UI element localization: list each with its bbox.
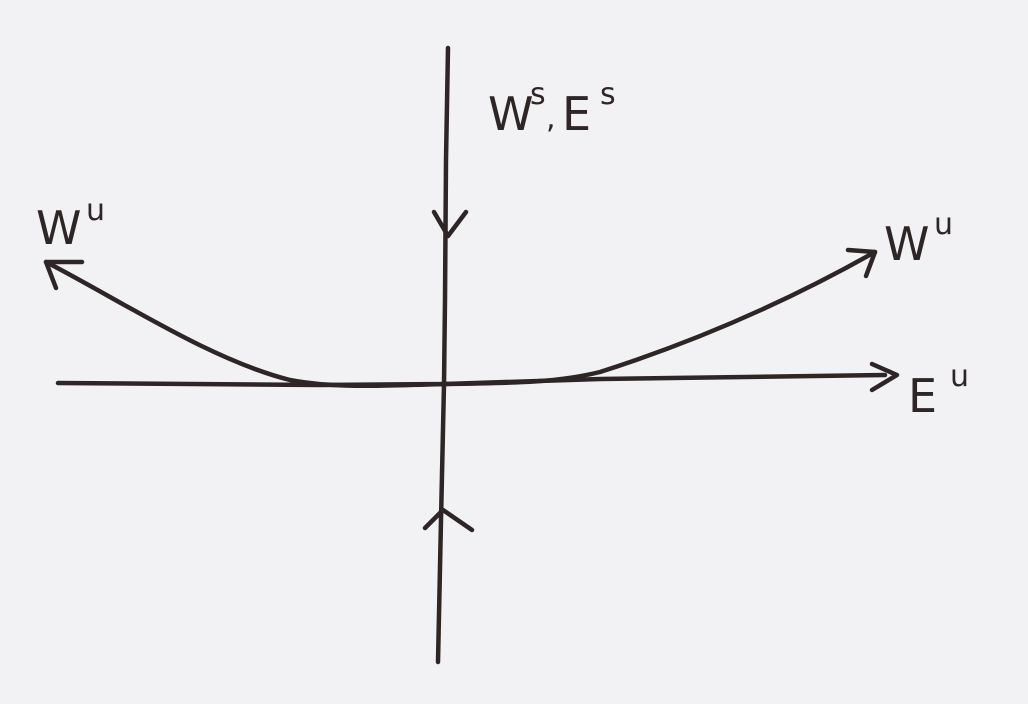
unstable-manifold-left-label-sup: u: [86, 193, 105, 228]
unstable-eigenspace-label-sup: u: [950, 359, 969, 394]
stable-eigenspace-label-base: E: [562, 87, 591, 141]
stable-eigenspace-label-sup: s: [600, 77, 616, 112]
label-separator: ,: [546, 101, 556, 136]
stable-arrowhead-bottom: [422, 507, 475, 533]
unstable-eigenspace-arrowhead: [869, 361, 900, 393]
unstable-manifold-right-arrowhead: [845, 247, 878, 279]
unstable-manifold-left-label-base: W: [36, 201, 81, 255]
unstable-manifold-left-curve: [43, 259, 448, 389]
unstable-manifold-left-arrowhead: [43, 259, 85, 291]
stable-manifold-label-base: W: [488, 87, 533, 141]
stable-manifold-label-sup: s: [530, 77, 546, 112]
stable-manifold-axis: [435, 45, 451, 665]
unstable-manifold-right-label-base: W: [884, 217, 929, 271]
unstable-manifold-right-label-sup: u: [934, 207, 953, 242]
unstable-manifold-right-curve: [442, 249, 878, 387]
stable-arrowhead-top: [431, 209, 469, 239]
unstable-eigenspace-label-base: E: [908, 369, 937, 423]
